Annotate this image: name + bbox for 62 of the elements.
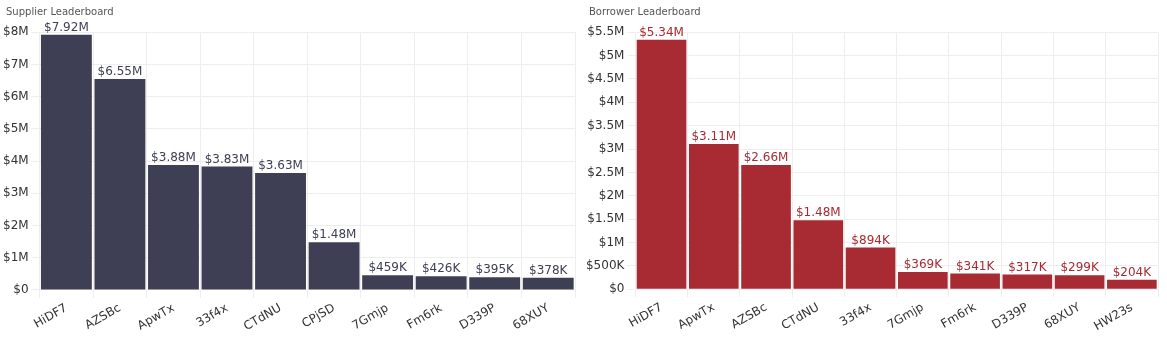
- y-tick-label: $4M: [3, 153, 29, 168]
- y-tick-label: $7M: [3, 56, 29, 71]
- y-tick-label: $5M: [3, 120, 29, 135]
- bar: [308, 242, 360, 290]
- y-tick-label: $6M: [3, 88, 29, 103]
- y-tick-label: $1M: [598, 234, 625, 249]
- data-label: $426K: [421, 261, 462, 276]
- chart-title: Supplier Leaderboard: [6, 6, 114, 17]
- y-tick-label: $3M: [598, 141, 625, 156]
- data-label: $317K: [1008, 259, 1048, 274]
- y-tick-label: $2M: [3, 217, 29, 232]
- data-label: $395K: [475, 262, 516, 277]
- bar: [688, 143, 739, 289]
- data-label: $459K: [368, 260, 408, 275]
- y-tick-label: $3.5M: [587, 117, 625, 132]
- bar: [950, 273, 1000, 289]
- y-tick-label: $4.5M: [587, 71, 625, 86]
- data-label: $341K: [955, 258, 996, 273]
- data-label: $894K: [851, 232, 891, 247]
- y-tick-label: $0: [609, 281, 625, 296]
- bar: [1002, 274, 1053, 289]
- chart-title: Borrower Leaderboard: [589, 6, 701, 17]
- data-label: $378K: [529, 262, 569, 277]
- bar: [201, 166, 253, 290]
- y-tick-label: $2M: [598, 187, 625, 202]
- y-tick-label: $5.5M: [587, 24, 625, 39]
- y-tick-label: $3M: [3, 185, 29, 200]
- data-label: $5.34M: [639, 24, 684, 39]
- y-tick-label: $0: [13, 282, 29, 297]
- data-label: $299K: [1060, 260, 1100, 275]
- bar: [845, 247, 896, 289]
- data-label: $204K: [1112, 264, 1153, 279]
- bar: [94, 78, 146, 290]
- bar: [1054, 275, 1105, 289]
- bar: [362, 275, 414, 290]
- data-label: $3.83M: [204, 151, 250, 166]
- data-label: $3.88M: [151, 150, 196, 165]
- bar: [898, 272, 948, 289]
- y-tick-label: $1M: [3, 249, 29, 264]
- data-label: $3.63M: [258, 158, 303, 173]
- bar: [255, 173, 306, 290]
- data-label: $3.11M: [691, 129, 737, 144]
- y-tick-label: $4M: [598, 94, 625, 109]
- data-label: $369K: [903, 257, 944, 272]
- bar: [469, 277, 521, 290]
- bar: [636, 39, 687, 289]
- data-label: $7.92M: [44, 19, 89, 34]
- data-label: $1.48M: [311, 227, 357, 242]
- bar: [148, 164, 199, 290]
- bar: [522, 277, 574, 290]
- y-tick-label: $1.5M: [587, 211, 625, 226]
- bar: [793, 220, 844, 289]
- y-tick-label: $2.5M: [587, 164, 625, 179]
- y-tick-label: $5M: [598, 47, 625, 62]
- data-label: $1.48M: [795, 205, 841, 220]
- bar: [741, 164, 791, 289]
- y-tick-label: $8M: [3, 24, 29, 39]
- data-label: $2.66M: [743, 150, 789, 165]
- bar: [415, 276, 467, 290]
- bar: [1107, 279, 1157, 289]
- y-tick-label: $500K: [585, 258, 626, 273]
- data-label: $6.55M: [97, 64, 143, 79]
